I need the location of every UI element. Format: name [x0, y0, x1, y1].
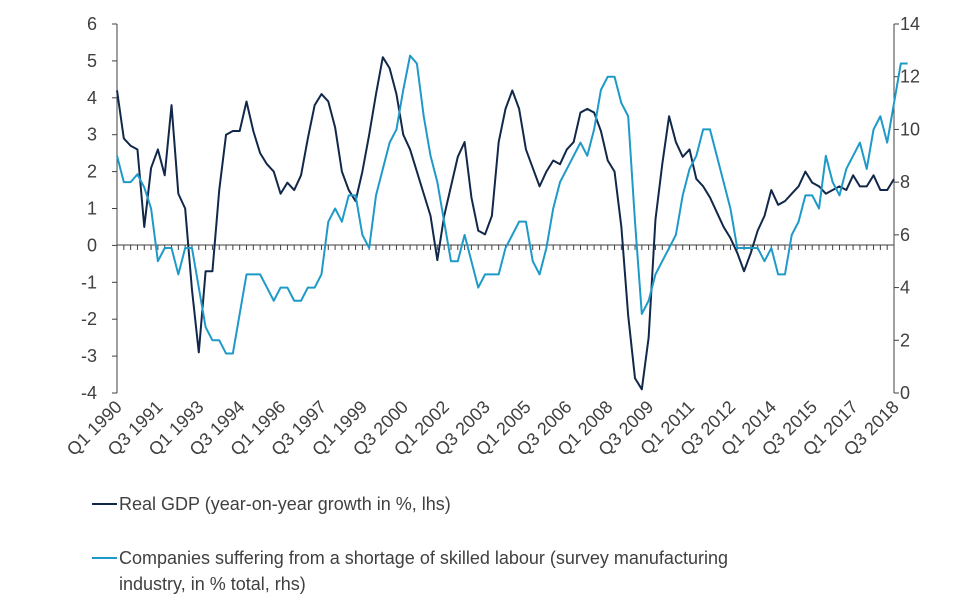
right-tick-label: 10: [900, 119, 920, 139]
right-tick-label: 14: [900, 14, 920, 34]
legend-label-labour-line1: Companies suffering from a shortage of s…: [119, 548, 728, 568]
right-tick-label: 8: [900, 172, 910, 192]
axes: [116, 24, 895, 393]
left-tick-label: 0: [87, 235, 97, 255]
right-axis-ticks: 0 2 4 6 8 10 12 14: [894, 14, 920, 403]
right-tick-label: 2: [900, 330, 910, 350]
left-tick-label: -4: [81, 383, 97, 403]
series-line-real-gdp: [116, 56, 895, 391]
right-tick-label: 12: [900, 67, 920, 87]
legend-label-labour: Companies suffering from a shortage of s…: [119, 548, 733, 594]
left-tick-label: -3: [81, 346, 97, 366]
right-tick-label: 0: [900, 383, 910, 403]
left-tick-label: -1: [81, 272, 97, 292]
left-tick-label: 1: [87, 199, 97, 219]
series-lines: [116, 54, 908, 391]
left-tick-label: 2: [87, 162, 97, 182]
right-tick-label: 6: [900, 225, 910, 245]
left-tick-label: 4: [87, 88, 97, 108]
left-tick-label: 5: [87, 51, 97, 71]
left-tick-label: 6: [87, 14, 97, 34]
legend: Real GDP (year-on-year growth in %, lhs)…: [92, 494, 733, 594]
left-tick-label: 3: [87, 125, 97, 145]
legend-label-labour-line2: industry, in % total, rhs): [119, 574, 306, 594]
legend-label-gdp: Real GDP (year-on-year growth in %, lhs): [119, 494, 451, 514]
series-line-skilled-labour-shortage: [116, 54, 908, 355]
left-axis-ticks: -4 -3 -2 -1 0 1 2 3 4 5 6: [81, 14, 117, 403]
left-tick-label: -2: [81, 309, 97, 329]
right-tick-label: 4: [900, 278, 910, 298]
